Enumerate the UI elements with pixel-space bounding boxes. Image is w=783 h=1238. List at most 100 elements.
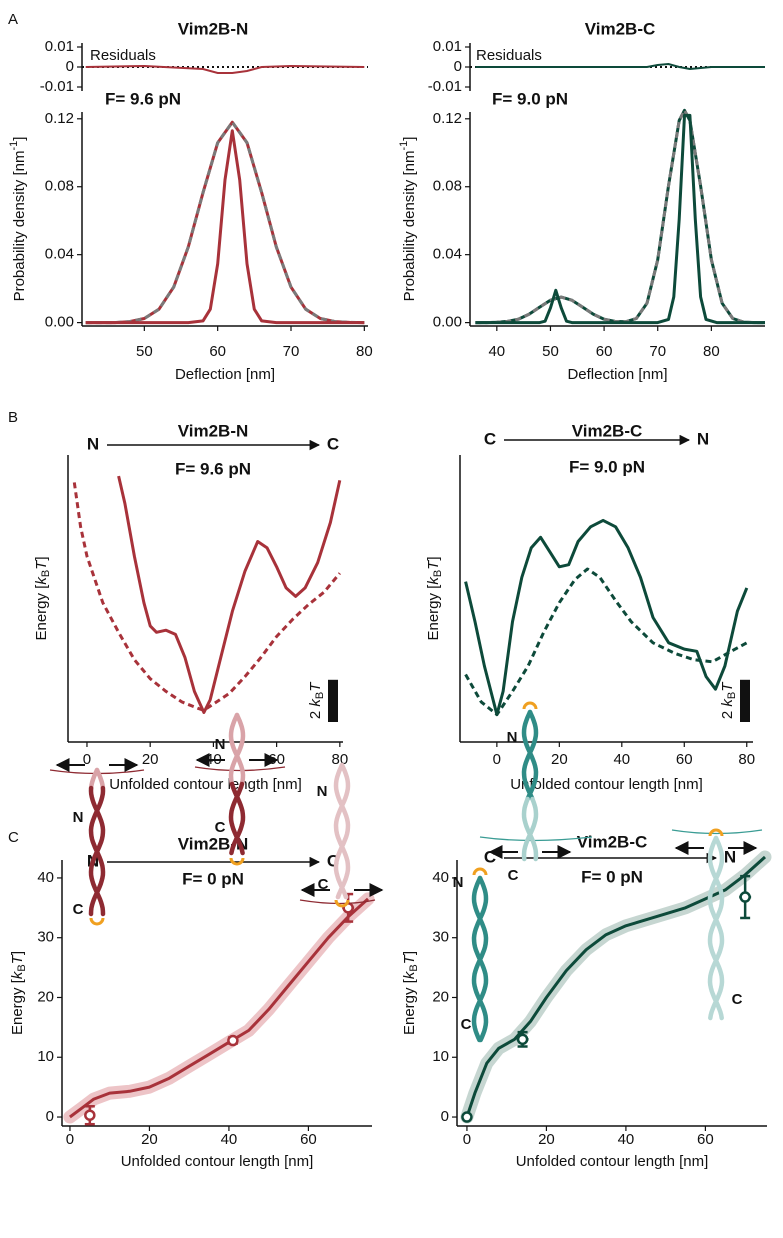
data-point [227,1034,239,1047]
membrane [194,766,286,772]
arrow-to: N [724,847,736,866]
confidence-band [63,892,375,1124]
arrow-to: C [327,434,339,453]
chart-title: Vim2B-C [577,832,648,851]
label-part: 2 [719,707,736,720]
label-part: B [16,964,28,971]
helix-strand [88,785,106,917]
helix-strand [521,796,539,862]
y-tick-label: 0.00 [433,314,462,331]
y-axis-label: Probability density [nm-1] [398,137,418,302]
y-tick-label: 0 [441,1108,449,1125]
inset-y-tick-label: -0.01 [428,78,462,95]
x-tick-label: 80 [356,343,373,360]
membrane [671,829,763,835]
x-tick-label: 50 [136,343,153,360]
scale-bar-label: 2 kBT [719,681,738,719]
inset-y-tick-label: 0 [66,58,74,75]
label-part: Energy [ [9,978,26,1035]
data-line [475,113,765,325]
x-tick-label: 50 [542,343,559,360]
terminus-linker [472,867,488,876]
x-tick-label: 0 [463,1131,471,1148]
label-part: k [33,576,50,585]
data-line [475,108,765,325]
x-axis-label: Deflection [nm] [567,366,667,383]
inset-y-tick-label: -0.01 [40,78,74,95]
label-part: -1 [398,141,410,151]
y-tick-label: 10 [37,1048,54,1065]
y-tick-label: 0.04 [433,246,462,263]
x-tick-label: 20 [538,1131,555,1148]
label-part: Energy [ [33,584,50,641]
chart-title: Vim2B-C [572,421,643,440]
label-part: B [726,692,738,699]
inset-label: Residuals [476,47,542,64]
helix-strand [471,875,489,1043]
data-line [72,482,341,712]
data-line [117,475,342,714]
y-axis-label: Energy [kBT] [9,951,28,1035]
x-tick-label: 60 [300,1131,317,1148]
label-part: B [314,692,326,699]
label-part: ] [425,556,442,560]
y-tick-label: 40 [432,869,449,886]
inset-y-tick-label: 0.01 [433,38,462,55]
panel-label: A [8,11,18,28]
helix-strand [521,796,539,862]
y-tick-label: 40 [37,869,54,886]
label-part: T [719,681,736,692]
helix-strand [228,781,245,856]
annotation: F= 9.0 pN [569,457,645,476]
membrane [299,899,376,905]
terminus-label: C [732,991,743,1008]
helix-strand [333,762,351,900]
x-tick-label: 60 [676,751,693,768]
label-part: ] [9,951,26,955]
x-tick-label: 80 [331,751,348,768]
label-part: T [307,681,324,692]
terminus-label: C [461,1016,472,1033]
annotation: F= 0 pN [182,869,244,888]
data-line [464,518,749,717]
y-axis-label: Probability density [nm-1] [8,137,28,302]
y-tick-label: 10 [432,1048,449,1065]
label-part: Probability density [nm [11,151,28,302]
helix-strand [707,835,725,1021]
y-tick-label: 0.12 [433,110,462,127]
data-point [461,1111,473,1123]
x-axis-label: Unfolded contour length [nm] [109,776,302,793]
panel-label: C [8,829,19,846]
x-tick-label: 40 [613,751,630,768]
x-tick-label: 70 [283,343,300,360]
data-point [516,1033,529,1046]
helix-strand [94,767,106,791]
y-tick-label: 0.08 [433,178,462,195]
arrow-from: N [87,434,99,453]
data-line [85,129,365,325]
x-tick-label: 20 [142,751,159,768]
label-part: T [401,953,418,964]
x-axis-label: Unfolded contour length [nm] [121,1153,314,1170]
helix-strand [335,891,342,900]
x-tick-label: 70 [649,343,666,360]
label-part: ] [33,556,50,560]
x-tick-label: 40 [618,1131,635,1148]
x-tick-label: 60 [596,343,613,360]
terminus-label: N [215,736,226,753]
x-tick-label: 0 [83,751,91,768]
annotation: F= 9.6 pN [175,459,251,478]
arrow-from: C [484,847,496,866]
x-tick-label: 20 [551,751,568,768]
helix-strand [521,709,539,802]
label-part: -1 [8,141,20,151]
label-part: T [425,559,442,570]
arrow-to: N [697,429,709,448]
label-part: B [40,570,52,577]
helix-strand [342,891,349,900]
y-axis-label: Energy [kBT] [425,556,444,640]
membrane [479,836,593,842]
inset-y-tick-label: 0.01 [45,38,74,55]
x-tick-label: 40 [488,343,505,360]
